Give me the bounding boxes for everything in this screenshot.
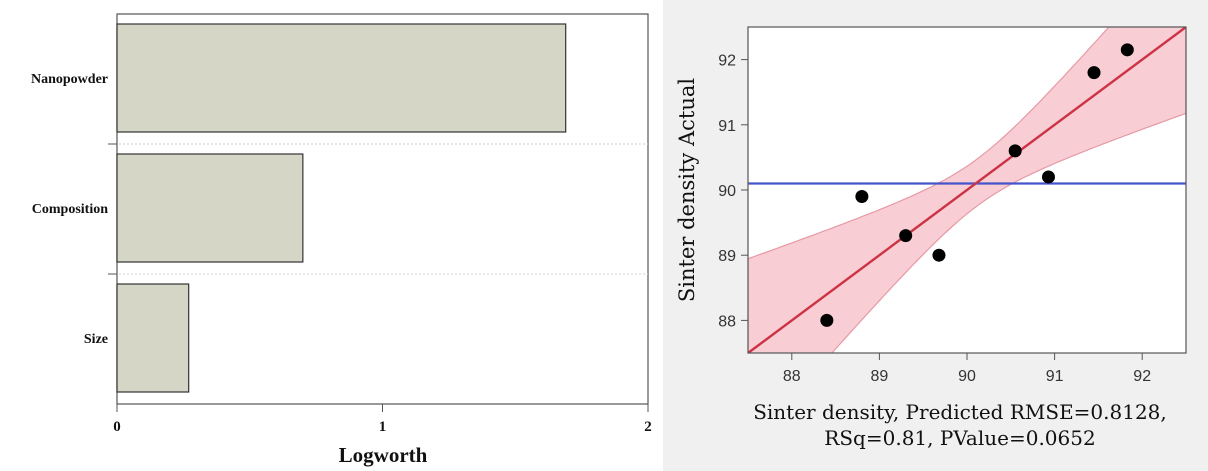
category-label-nanopowder: Nanopowder: [31, 72, 108, 87]
logworth-bar-chart: Nanopowder Composition Size 0 1 2 Logworth: [31, 13, 652, 467]
data-point: [1087, 66, 1101, 80]
actual-vs-predicted-plot: 88 89 90 91 92 88 89 90 91 92 Sinter density, Pr…: [675, 26, 1187, 450]
data-point: [855, 190, 869, 204]
scatter-y-tick-label: 92: [718, 53, 736, 70]
bars: [116, 23, 567, 393]
bar-nanopowder: [116, 23, 567, 133]
data-point: [1041, 170, 1055, 184]
scatter-x-tick-label: 91: [1046, 368, 1064, 385]
data-point: [820, 313, 834, 327]
x-tick-label: 2: [644, 419, 652, 435]
x-tick-label: 1: [379, 419, 387, 435]
data-points: [820, 43, 1134, 327]
scatter-x-ticks: 88 89 90 91 92: [783, 353, 1151, 385]
data-point: [899, 229, 913, 243]
x-tick-label: 0: [113, 419, 121, 435]
scatter-x-tick-label: 92: [1133, 368, 1151, 385]
x-axis-ticks: 0 1 2: [113, 404, 652, 435]
data-point: [1008, 144, 1022, 158]
scatter-x-tick-label: 89: [871, 368, 889, 385]
bar-size: [116, 283, 190, 393]
category-labels: Nanopowder Composition Size: [31, 72, 108, 347]
scatter-y-title: Sinter density Actual: [675, 78, 699, 302]
scatter-y-ticks: 88 89 90 91 92: [718, 53, 748, 330]
scatter-x-tick-label: 90: [958, 368, 976, 385]
scatter-y-tick-label: 90: [718, 183, 736, 200]
bar-separators: [108, 143, 648, 275]
fit-line: [748, 27, 1186, 353]
data-point: [1120, 43, 1134, 57]
scatter-y-tick-label: 88: [718, 313, 736, 330]
bar-composition: [116, 153, 304, 263]
x-axis-title: Logworth: [339, 443, 428, 467]
scatter-x-title-line2: RSq=0.81, PValue=0.0652: [824, 426, 1095, 450]
category-label-size: Size: [84, 332, 108, 347]
scatter-x-tick-label: 88: [783, 368, 801, 385]
scatter-y-tick-label: 91: [718, 118, 736, 135]
scatter-x-title-line1: Sinter density, Predicted RMSE=0.8128,: [753, 400, 1167, 424]
scatter-y-tick-label: 89: [718, 248, 736, 265]
data-point: [932, 248, 946, 262]
category-label-composition: Composition: [32, 202, 108, 217]
